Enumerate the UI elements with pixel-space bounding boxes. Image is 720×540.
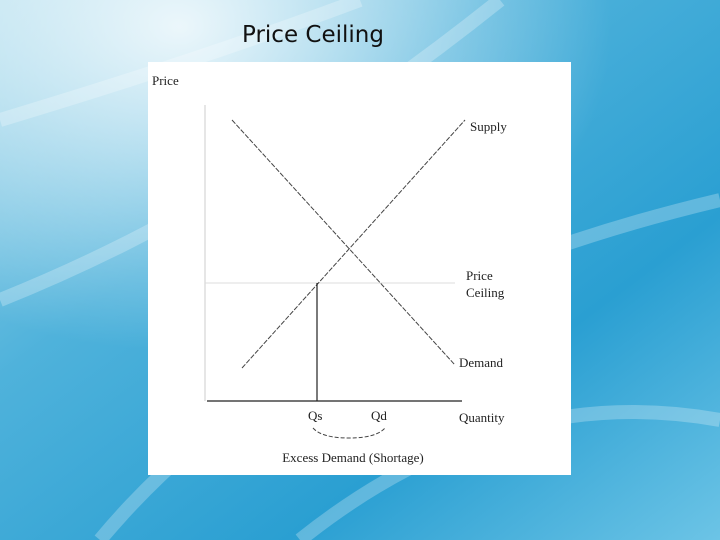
supply-curve xyxy=(241,119,466,369)
diagram-panel xyxy=(148,62,571,475)
qs-label: Qs xyxy=(308,408,322,423)
shortage-label: Excess Demand (Shortage) xyxy=(282,450,424,465)
shortage-brace xyxy=(312,427,386,439)
demand-label: Demand xyxy=(459,355,504,370)
demand-curve xyxy=(231,119,456,366)
slide-title: Price Ceiling xyxy=(242,22,384,48)
ceiling-label: Price xyxy=(466,268,493,283)
supply-label: Supply xyxy=(470,119,507,134)
qd-label: Qd xyxy=(371,408,387,423)
x-axis-label: Quantity xyxy=(459,410,505,425)
ceiling-label: Ceiling xyxy=(466,285,505,300)
y-axis-label: Price xyxy=(152,73,179,88)
